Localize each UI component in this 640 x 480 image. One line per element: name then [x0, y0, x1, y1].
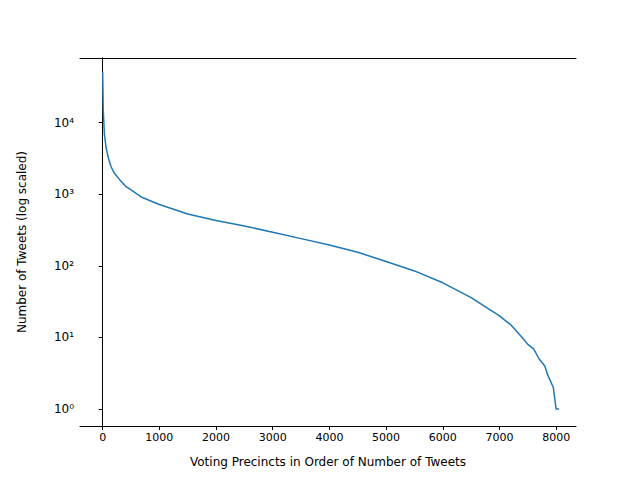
svg-text:Voting Precincts in Order of N: Voting Precincts in Order of Number of T… — [190, 455, 466, 469]
svg-text:6000: 6000 — [429, 431, 457, 444]
svg-text:10³: 10³ — [54, 187, 74, 201]
svg-text:1000: 1000 — [145, 431, 173, 444]
svg-text:3000: 3000 — [259, 431, 287, 444]
svg-text:10²: 10² — [54, 259, 74, 273]
svg-text:8000: 8000 — [542, 431, 570, 444]
svg-text:2000: 2000 — [202, 431, 230, 444]
svg-text:Number of Tweets (log scaled): Number of Tweets (log scaled) — [15, 151, 29, 333]
svg-text:4000: 4000 — [315, 431, 343, 444]
svg-text:5000: 5000 — [372, 431, 400, 444]
svg-text:7000: 7000 — [485, 431, 513, 444]
svg-text:10¹: 10¹ — [54, 330, 74, 344]
svg-text:10⁴: 10⁴ — [54, 116, 74, 130]
svg-text:10⁰: 10⁰ — [54, 402, 74, 416]
svg-text:0: 0 — [99, 431, 106, 444]
